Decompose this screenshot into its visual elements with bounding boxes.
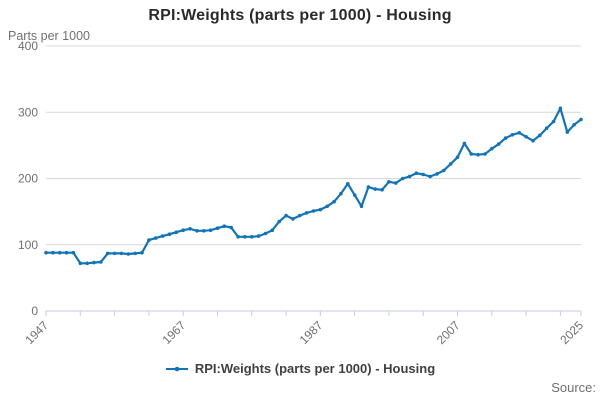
- svg-text:1967: 1967: [160, 318, 189, 347]
- source-label: Source:: [551, 380, 596, 395]
- svg-text:1947: 1947: [22, 318, 51, 347]
- svg-text:2025: 2025: [557, 318, 586, 347]
- page-title: RPI:Weights (parts per 1000) - Housing: [148, 7, 452, 24]
- legend-label: RPI:Weights (parts per 1000) - Housing: [194, 361, 436, 376]
- y-axis-unit-label: Parts per 1000: [8, 29, 90, 43]
- series-line-marker-icon: [165, 366, 188, 371]
- svg-text:2007: 2007: [434, 318, 463, 347]
- svg-text:100: 100: [18, 238, 38, 252]
- svg-text:1987: 1987: [297, 318, 326, 347]
- svg-text:400: 400: [18, 39, 38, 53]
- legend-item[interactable]: RPI:Weights (parts per 1000) - Housing: [0, 361, 600, 376]
- svg-text:200: 200: [18, 172, 38, 186]
- svg-text:0: 0: [31, 304, 38, 318]
- svg-text:300: 300: [18, 105, 38, 119]
